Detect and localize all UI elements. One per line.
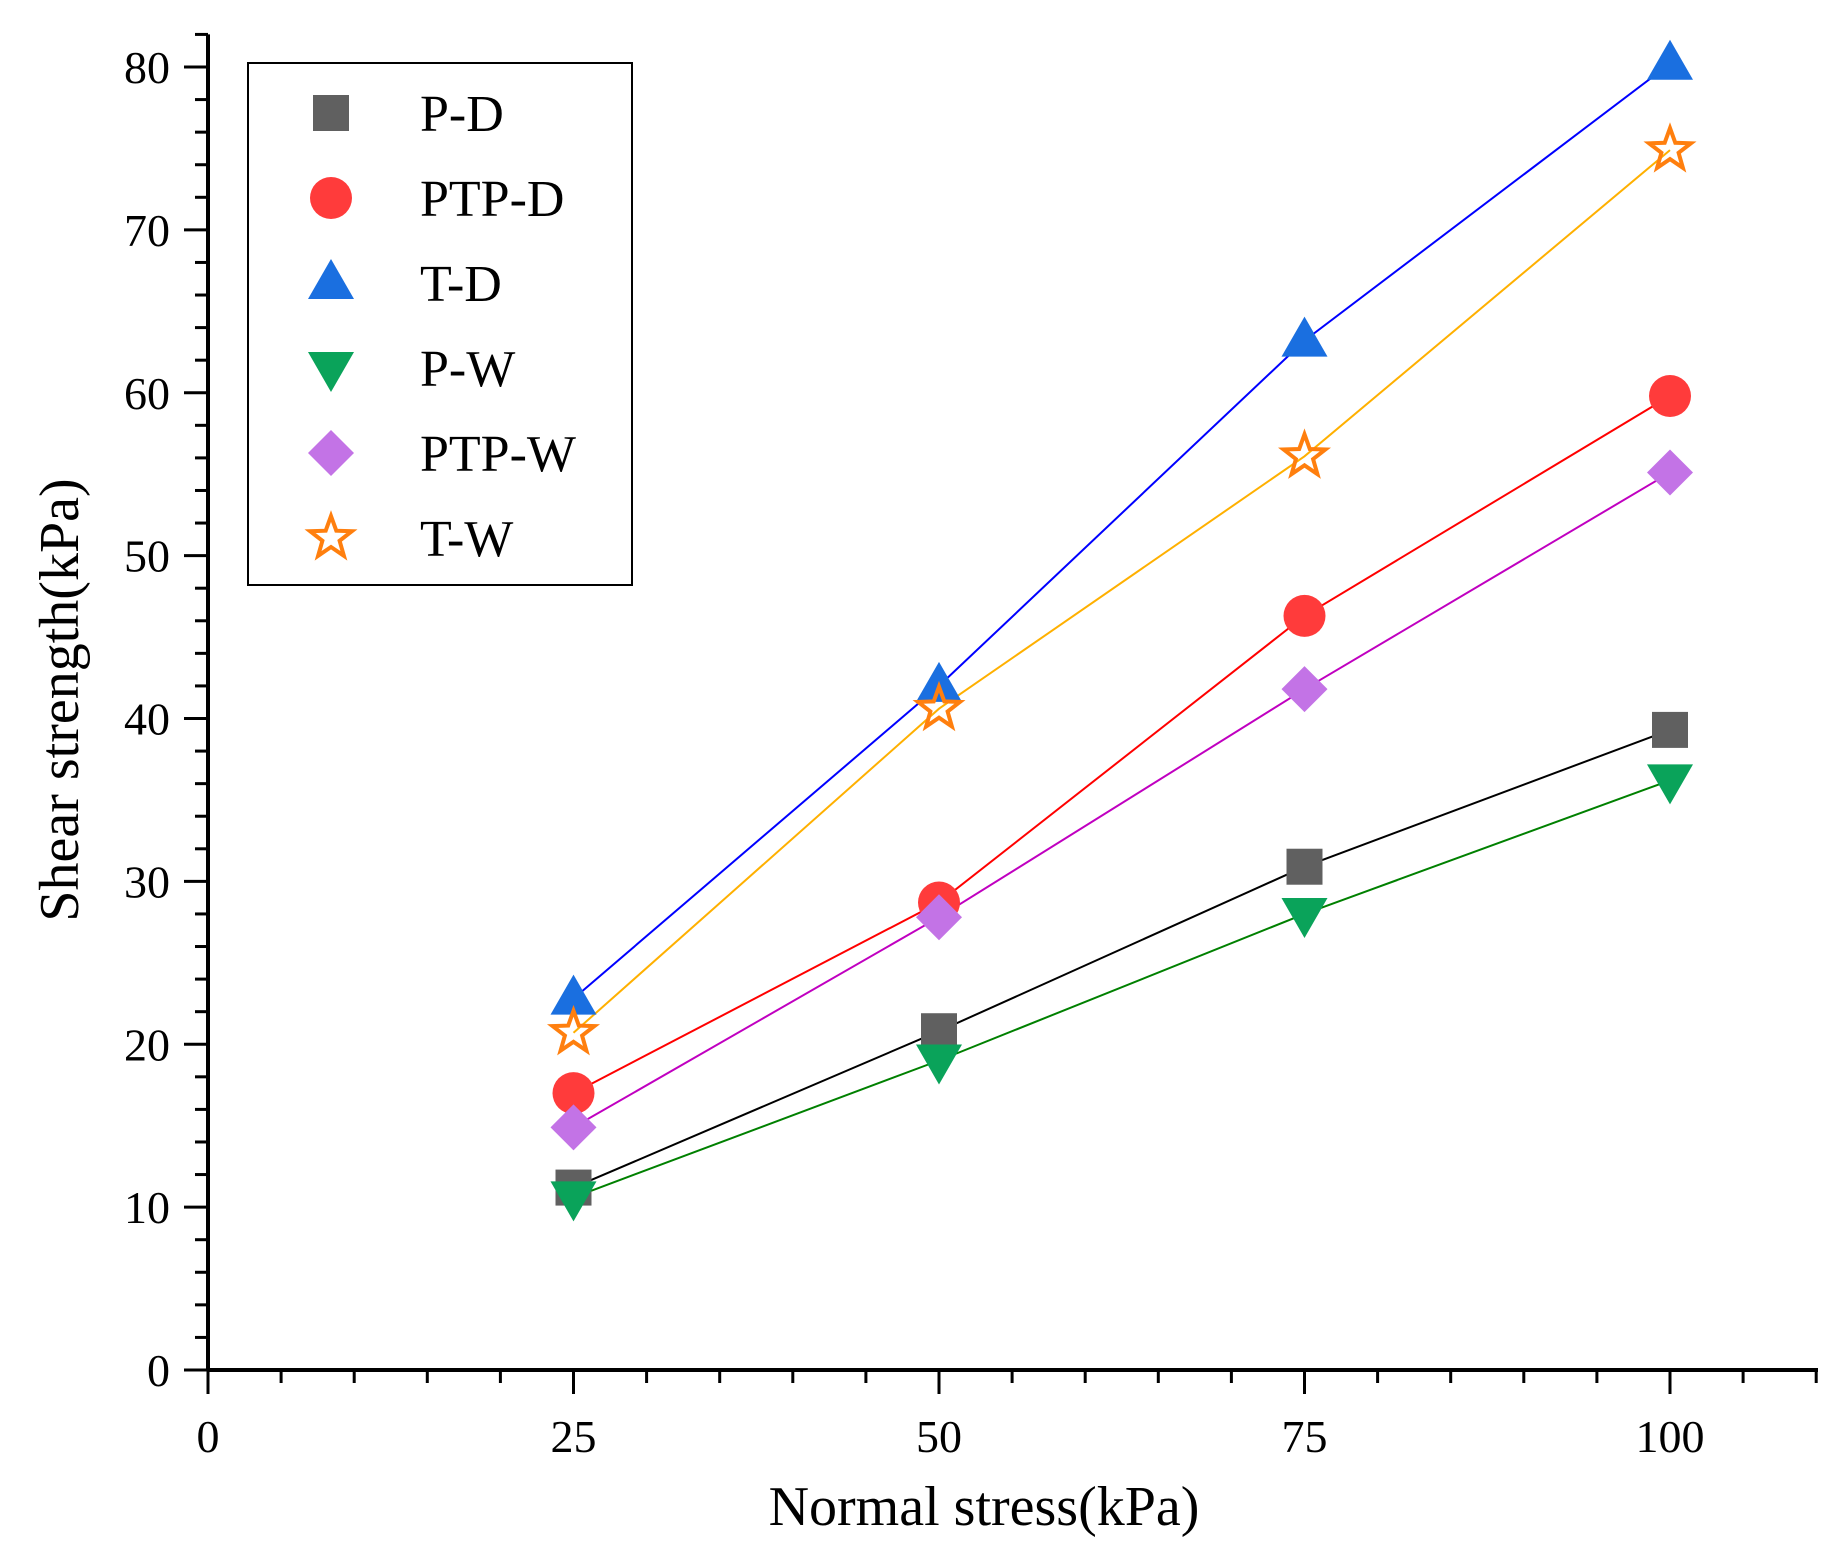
series-line-ptp-w	[573, 471, 1671, 1129]
series-line-p-w	[573, 779, 1671, 1199]
legend-label-t-w: T-W	[420, 511, 513, 568]
point-t-d-25	[550, 974, 597, 1015]
x-tick-label: 0	[197, 1411, 220, 1462]
x-tick-label: 75	[1282, 1411, 1328, 1462]
point-t-d-100	[1647, 39, 1693, 80]
legend-marker-t-d	[308, 259, 354, 299]
point-ptp-w-100	[1647, 449, 1693, 496]
point-t-w-100	[1643, 122, 1697, 173]
point-p-d-100	[1652, 711, 1688, 748]
x-tick-label: 25	[551, 1411, 597, 1462]
x-axis-title: Normal stress(kPa)	[769, 1476, 1200, 1538]
point-ptp-w-50	[916, 894, 962, 941]
point-p-w-50	[916, 1044, 962, 1085]
y-tick-label: 0	[147, 1345, 170, 1396]
point-p-w-75	[1281, 897, 1328, 938]
legend-label-p-d: P-D	[420, 86, 504, 143]
fit-lines	[572, 62, 1671, 1199]
y-tick-label: 30	[124, 856, 170, 907]
point-t-w-75	[1278, 428, 1331, 479]
y-axis-title: Shear strength(kPa)	[29, 478, 91, 921]
y-tick-label: 50	[124, 531, 170, 582]
y-tick-label: 40	[124, 694, 170, 745]
legend-label-t-d: T-D	[420, 256, 502, 313]
point-p-d-50	[921, 1013, 957, 1050]
legend-label-ptp-w: PTP-W	[420, 426, 576, 483]
legend-marker-p-w	[308, 352, 354, 392]
axes: 0 25 50 75 100 0 10 20 30 40 50 60 70 80	[124, 32, 1818, 1462]
legend-label-p-w: P-W	[420, 341, 515, 398]
point-p-w-100	[1647, 764, 1693, 805]
legend-box	[247, 62, 633, 586]
legend-marker-ptp-w	[308, 430, 354, 476]
point-ptp-w-75	[1281, 666, 1328, 713]
point-t-d-75	[1281, 316, 1328, 357]
legend-marker-ptp-d	[310, 177, 352, 219]
x-tick-label: 50	[916, 1411, 962, 1462]
legend: P-D PTP-D T-D P-W PTP-W T-W	[247, 62, 633, 586]
series-line-t-w	[572, 149, 1671, 1034]
series-line-t-d	[572, 62, 1671, 1000]
point-p-d-75	[1286, 848, 1323, 885]
y-tick-label: 80	[124, 42, 170, 93]
legend-marker-p-d	[313, 95, 349, 131]
x-tick-label: 100	[1636, 1411, 1705, 1462]
y-tick-label: 10	[124, 1182, 170, 1233]
point-t-w-50	[912, 680, 966, 732]
point-ptp-d-100	[1649, 375, 1691, 418]
point-ptp-w-25	[550, 1104, 597, 1151]
point-ptp-d-75	[1283, 594, 1326, 637]
legend-marker-t-w	[304, 510, 358, 561]
legend-label-ptp-d: PTP-D	[420, 171, 564, 228]
point-t-w-25	[546, 1004, 601, 1056]
point-p-w-25	[550, 1181, 597, 1222]
series-line-ptp-d	[573, 395, 1671, 1094]
y-tick-label: 20	[124, 1019, 170, 1070]
point-ptp-d-25	[552, 1072, 595, 1115]
series-line-p-d	[573, 728, 1671, 1189]
data-markers	[546, 39, 1697, 1222]
y-tick-label: 70	[124, 205, 170, 256]
y-tick-label: 60	[124, 368, 170, 419]
